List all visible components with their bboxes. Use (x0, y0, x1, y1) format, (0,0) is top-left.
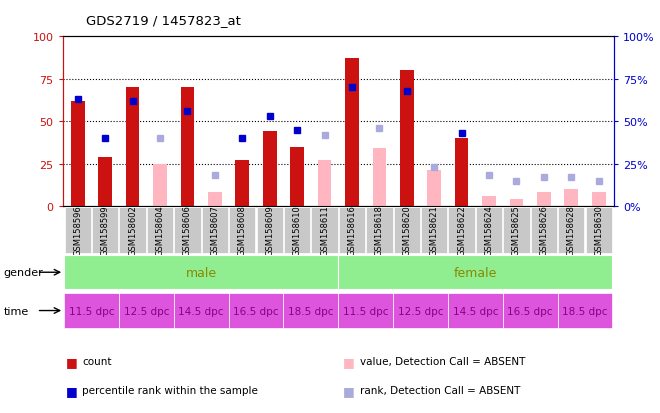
Text: female: female (453, 266, 497, 279)
Bar (428, 171, 441, 206)
Text: GSM158628: GSM158628 (567, 205, 576, 256)
Text: 11.5 dpc: 11.5 dpc (69, 306, 114, 316)
FancyBboxPatch shape (421, 207, 447, 253)
Text: percentile rank within the sample: percentile rank within the sample (82, 385, 258, 395)
Bar (208, 193, 222, 206)
FancyBboxPatch shape (284, 207, 310, 253)
Text: ■: ■ (66, 384, 78, 397)
Text: GSM158626: GSM158626 (539, 205, 548, 256)
Bar (372, 149, 386, 206)
FancyBboxPatch shape (257, 207, 283, 253)
FancyBboxPatch shape (64, 256, 338, 289)
Text: GSM158616: GSM158616 (347, 205, 356, 256)
Text: 12.5 dpc: 12.5 dpc (123, 306, 169, 316)
FancyBboxPatch shape (312, 207, 338, 253)
Text: ■: ■ (66, 355, 78, 368)
Text: GSM158609: GSM158609 (265, 205, 274, 256)
Text: 11.5 dpc: 11.5 dpc (343, 306, 389, 316)
FancyBboxPatch shape (92, 207, 118, 253)
Text: rank, Detection Call = ABSENT: rank, Detection Call = ABSENT (360, 385, 520, 395)
Text: 14.5 dpc: 14.5 dpc (178, 306, 224, 316)
Bar (592, 193, 606, 206)
Bar (510, 200, 523, 206)
Bar (98, 157, 112, 206)
FancyBboxPatch shape (339, 207, 365, 253)
Bar (126, 88, 139, 206)
Bar (71, 102, 84, 206)
Text: 14.5 dpc: 14.5 dpc (453, 306, 498, 316)
FancyBboxPatch shape (585, 207, 612, 253)
FancyBboxPatch shape (558, 207, 585, 253)
FancyBboxPatch shape (174, 293, 228, 328)
Text: gender: gender (3, 268, 43, 278)
FancyBboxPatch shape (393, 207, 420, 253)
Bar (455, 139, 469, 206)
Text: GSM158604: GSM158604 (156, 205, 164, 256)
Text: GSM158625: GSM158625 (512, 205, 521, 256)
Text: 18.5 dpc: 18.5 dpc (562, 306, 608, 316)
Bar (537, 193, 550, 206)
FancyBboxPatch shape (449, 207, 475, 253)
Text: time: time (3, 306, 28, 316)
Bar (181, 88, 194, 206)
Text: GSM158606: GSM158606 (183, 205, 192, 256)
Text: GSM158618: GSM158618 (375, 205, 384, 256)
Text: GDS2719 / 1457823_at: GDS2719 / 1457823_at (86, 14, 241, 27)
Bar (400, 71, 414, 206)
Text: 16.5 dpc: 16.5 dpc (233, 306, 279, 316)
Bar (345, 59, 359, 206)
Text: GSM158607: GSM158607 (211, 205, 219, 256)
Text: ■: ■ (343, 355, 355, 368)
FancyBboxPatch shape (283, 293, 338, 328)
Text: GSM158599: GSM158599 (101, 205, 110, 256)
Text: GSM158620: GSM158620 (403, 205, 411, 256)
FancyBboxPatch shape (393, 293, 448, 328)
Text: count: count (82, 356, 112, 366)
FancyBboxPatch shape (174, 207, 201, 253)
FancyBboxPatch shape (65, 207, 91, 253)
Text: ■: ■ (343, 384, 355, 397)
FancyBboxPatch shape (476, 207, 502, 253)
Text: GSM158622: GSM158622 (457, 205, 466, 256)
FancyBboxPatch shape (338, 293, 393, 328)
Text: value, Detection Call = ABSENT: value, Detection Call = ABSENT (360, 356, 525, 366)
Text: GSM158621: GSM158621 (430, 205, 439, 256)
Text: GSM158602: GSM158602 (128, 205, 137, 256)
FancyBboxPatch shape (504, 207, 529, 253)
FancyBboxPatch shape (64, 293, 119, 328)
Text: GSM158624: GSM158624 (484, 205, 494, 256)
FancyBboxPatch shape (338, 256, 612, 289)
Text: 18.5 dpc: 18.5 dpc (288, 306, 333, 316)
Text: GSM158630: GSM158630 (594, 205, 603, 256)
FancyBboxPatch shape (366, 207, 393, 253)
FancyBboxPatch shape (119, 293, 174, 328)
Text: 12.5 dpc: 12.5 dpc (398, 306, 444, 316)
FancyBboxPatch shape (503, 293, 558, 328)
FancyBboxPatch shape (558, 293, 612, 328)
Bar (482, 196, 496, 206)
Bar (263, 132, 277, 206)
Text: GSM158596: GSM158596 (73, 205, 82, 256)
Text: 16.5 dpc: 16.5 dpc (508, 306, 553, 316)
FancyBboxPatch shape (147, 207, 173, 253)
FancyBboxPatch shape (119, 207, 146, 253)
Bar (236, 161, 249, 206)
Text: GSM158610: GSM158610 (292, 205, 302, 256)
FancyBboxPatch shape (531, 207, 557, 253)
FancyBboxPatch shape (228, 293, 283, 328)
Text: male: male (185, 266, 216, 279)
Bar (317, 161, 331, 206)
Bar (564, 190, 578, 206)
FancyBboxPatch shape (229, 207, 255, 253)
Text: GSM158608: GSM158608 (238, 205, 247, 256)
Text: GSM158611: GSM158611 (320, 205, 329, 256)
FancyBboxPatch shape (202, 207, 228, 253)
Bar (290, 147, 304, 206)
Bar (153, 164, 167, 206)
FancyBboxPatch shape (448, 293, 503, 328)
